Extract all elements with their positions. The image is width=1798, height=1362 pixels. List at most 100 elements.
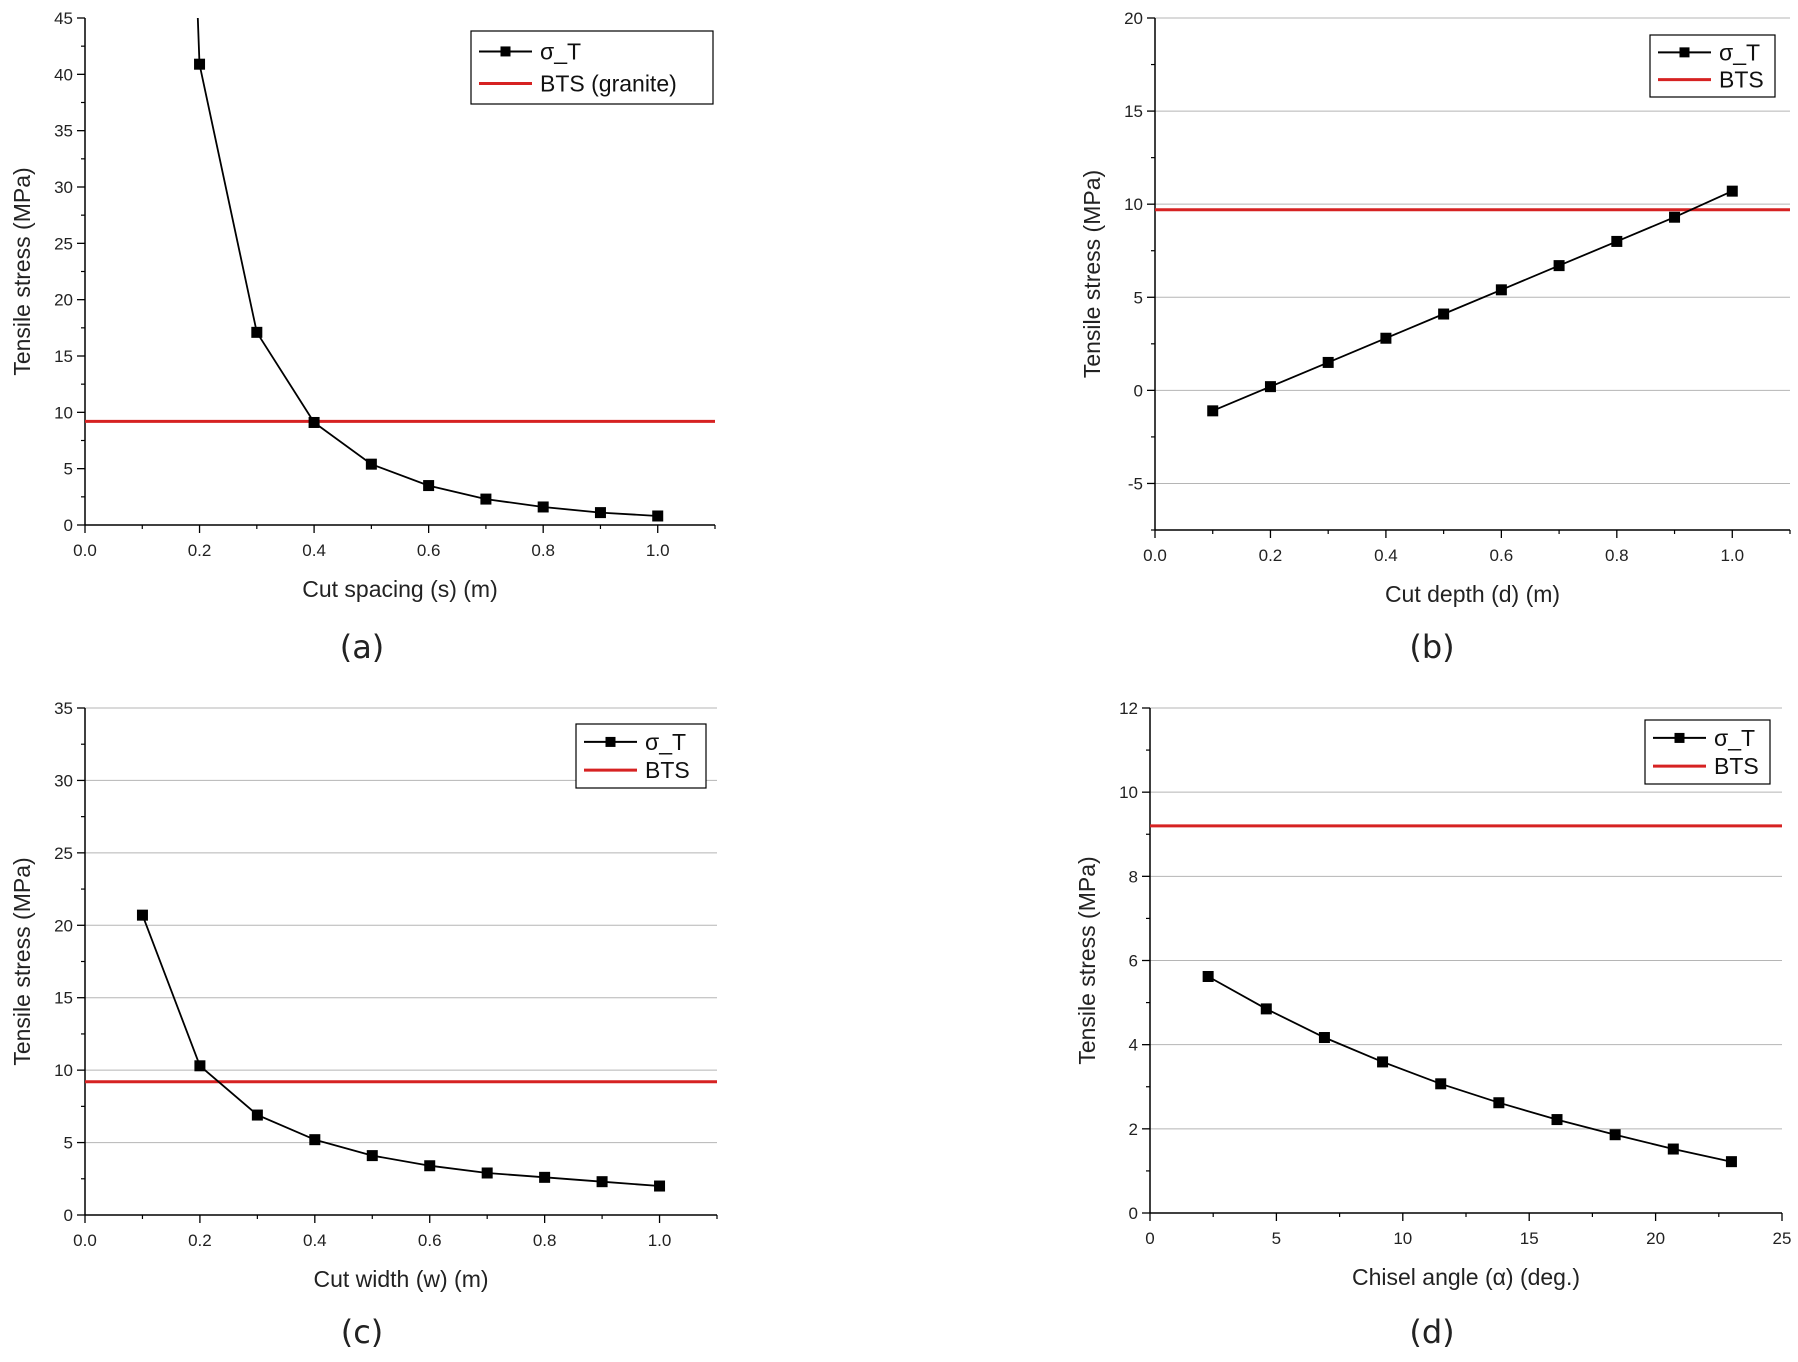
legend-series-marker bbox=[605, 736, 616, 747]
data-point bbox=[1318, 1032, 1330, 1044]
y-tick-label: 15 bbox=[1124, 102, 1143, 121]
panel-caption: (b) bbox=[1409, 628, 1454, 666]
y-tick-label: 30 bbox=[54, 178, 73, 197]
data-point bbox=[594, 507, 606, 519]
y-tick-label: 15 bbox=[54, 347, 73, 366]
data-point bbox=[308, 416, 320, 428]
data-point bbox=[1495, 284, 1507, 296]
x-axis-label: Cut depth (d) (m) bbox=[1385, 581, 1560, 607]
series-line bbox=[141, 914, 660, 1187]
legend-reference-label: BTS bbox=[645, 757, 690, 783]
panel-caption: (a) bbox=[340, 628, 385, 666]
y-tick-label: 0 bbox=[1129, 1204, 1138, 1223]
x-tick-label: 0.6 bbox=[1490, 546, 1514, 565]
y-tick-label: 10 bbox=[54, 1061, 73, 1080]
legend-reference-label: BTS (granite) bbox=[540, 71, 677, 97]
x-axis-label: Cut spacing (s) (m) bbox=[302, 576, 498, 602]
data-point bbox=[596, 1176, 608, 1188]
y-tick-label: 8 bbox=[1129, 867, 1138, 886]
y-tick-label: 30 bbox=[54, 771, 73, 790]
y-axis-label: Tensile stress (MPa) bbox=[9, 857, 35, 1065]
x-tick-label: 0.8 bbox=[1605, 546, 1629, 565]
y-tick-label: 0 bbox=[64, 1206, 73, 1225]
data-point bbox=[1726, 185, 1738, 197]
y-tick-label: -5 bbox=[1128, 474, 1143, 493]
data-point bbox=[1725, 1156, 1737, 1168]
data-point bbox=[654, 1180, 666, 1192]
chart-b: -5 0 5 10 15 20 0.0 0.2 0.4 0.6 0.8 1.0 Cut depth (d… bbox=[1079, 9, 1791, 666]
y-tick-label: 40 bbox=[54, 65, 73, 84]
legend-reference-label: BTS bbox=[1714, 753, 1759, 779]
x-tick-label: 0.0 bbox=[73, 541, 97, 560]
x-tick-label: 20 bbox=[1646, 1229, 1665, 1248]
data-point bbox=[1493, 1097, 1505, 1109]
y-axis-label: Tensile stress (MPa) bbox=[9, 167, 35, 375]
data-point bbox=[1207, 405, 1219, 417]
y-tick-label: 5 bbox=[1134, 288, 1143, 307]
x-tick-label: 0.8 bbox=[533, 1231, 557, 1250]
chart-d: 0 2 4 6 8 10 12 0 5 10 15 20 25 Chisel angle (α) (deg… bbox=[1074, 699, 1791, 1351]
x-tick-label: 0.2 bbox=[188, 541, 212, 560]
data-point bbox=[251, 326, 263, 338]
x-tick-label: 5 bbox=[1272, 1229, 1281, 1248]
data-point bbox=[539, 1171, 551, 1183]
y-tick-label: 20 bbox=[54, 916, 73, 935]
data-point bbox=[424, 1160, 436, 1172]
x-tick-label: 25 bbox=[1773, 1229, 1792, 1248]
y-tick-label: 12 bbox=[1119, 699, 1138, 718]
y-tick-label: 20 bbox=[54, 291, 73, 310]
data-point bbox=[1609, 1129, 1621, 1141]
data-point bbox=[1438, 308, 1450, 320]
y-tick-label: 10 bbox=[54, 403, 73, 422]
data-point bbox=[366, 1150, 378, 1162]
y-tick-label: 25 bbox=[54, 234, 73, 253]
data-point bbox=[1260, 1003, 1272, 1015]
legend-series-label: σ_T bbox=[1714, 725, 1755, 751]
x-tick-label: 15 bbox=[1520, 1229, 1539, 1248]
y-tick-label: 4 bbox=[1129, 1036, 1138, 1055]
data-point bbox=[423, 480, 435, 492]
legend-series-label: σ_T bbox=[645, 729, 686, 755]
data-point bbox=[537, 501, 549, 513]
data-point bbox=[1611, 235, 1623, 247]
data-point bbox=[1669, 211, 1681, 223]
panel-caption: (d) bbox=[1409, 1313, 1454, 1351]
y-tick-label: 0 bbox=[1134, 381, 1143, 400]
data-point bbox=[1553, 260, 1565, 272]
legend-series-label: σ_T bbox=[540, 38, 581, 64]
x-axis-label: Chisel angle (α) (deg.) bbox=[1352, 1264, 1580, 1290]
x-tick-label: 0.4 bbox=[302, 541, 326, 560]
y-tick-label: 35 bbox=[54, 122, 73, 141]
data-point bbox=[1264, 381, 1276, 393]
y-tick-label: 45 bbox=[54, 9, 73, 28]
panel-caption: (c) bbox=[341, 1313, 384, 1351]
x-tick-label: 10 bbox=[1393, 1229, 1412, 1248]
x-axis-label: Cut width (w) (m) bbox=[313, 1266, 488, 1292]
x-tick-label: 0.8 bbox=[531, 541, 555, 560]
y-tick-label: 2 bbox=[1129, 1120, 1138, 1139]
y-tick-label: 10 bbox=[1119, 783, 1138, 802]
series-line bbox=[196, 17, 658, 517]
x-tick-label: 0.6 bbox=[417, 541, 441, 560]
x-tick-label: 0.4 bbox=[303, 1231, 327, 1250]
data-point bbox=[251, 1109, 263, 1121]
legend-series-marker bbox=[500, 46, 511, 57]
data-point bbox=[480, 493, 492, 505]
y-tick-label: 5 bbox=[64, 1134, 73, 1153]
y-tick-label: 35 bbox=[54, 699, 73, 718]
legend-reference-label: BTS bbox=[1719, 67, 1764, 93]
y-tick-label: 25 bbox=[54, 844, 73, 863]
y-tick-label: 0 bbox=[64, 516, 73, 535]
data-point bbox=[1551, 1114, 1563, 1126]
chart-c: 0 5 10 15 20 25 30 35 0.0 0.2 0.4 0.6 0.8 1.0 Cut widt… bbox=[9, 699, 718, 1351]
legend-box bbox=[470, 30, 714, 105]
data-point bbox=[194, 1060, 206, 1072]
x-tick-label: 0.4 bbox=[1374, 546, 1398, 565]
x-tick-label: 0 bbox=[1145, 1229, 1154, 1248]
data-point bbox=[194, 58, 206, 70]
data-point bbox=[1667, 1143, 1679, 1155]
